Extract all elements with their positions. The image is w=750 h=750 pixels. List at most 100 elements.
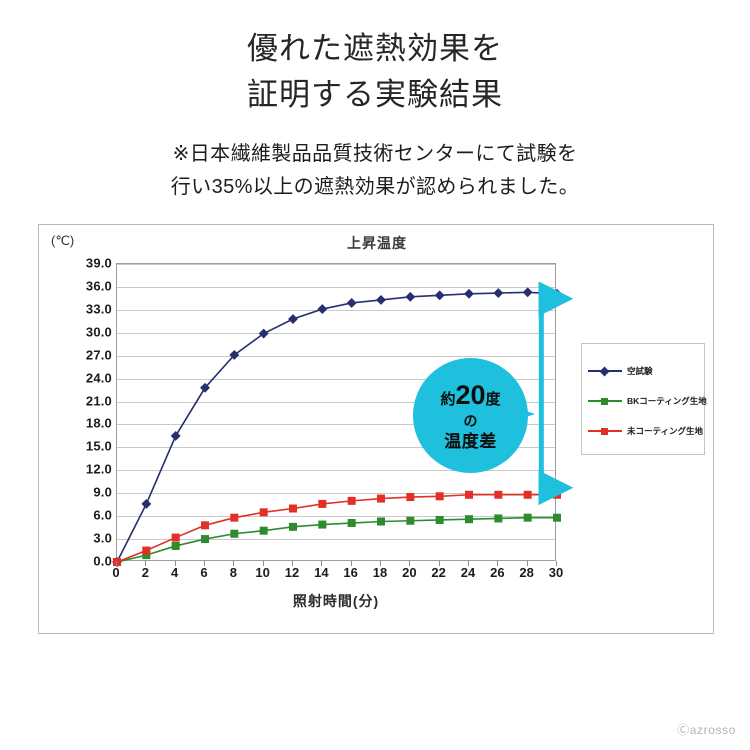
data-point-marker bbox=[552, 288, 562, 299]
x-tick bbox=[292, 561, 293, 566]
legend-label: 未コーティング生地 bbox=[627, 426, 703, 436]
series-line bbox=[116, 493, 557, 563]
data-point-marker bbox=[170, 430, 181, 441]
badge-bottom-text: 温度差 bbox=[444, 431, 497, 451]
y-axis-unit-label: (℃) bbox=[51, 233, 75, 248]
legend-swatch-icon bbox=[588, 396, 622, 406]
badge-tail bbox=[509, 405, 535, 423]
data-point-marker bbox=[201, 535, 210, 544]
y-axis-tick-labels: 0.0 3.0 6.0 9.0 12.0 15.0 18.0 21.0 24.0 27.0 30.0… bbox=[39, 256, 112, 569]
x-axis-tick-labels: 0 2 4 6 8 10 12 14 16 18 20 22 24 26 28 30 bbox=[112, 565, 563, 587]
gridlines bbox=[117, 264, 555, 560]
x-axis-ticks bbox=[116, 561, 557, 567]
data-point-marker bbox=[200, 382, 210, 393]
data-point-marker bbox=[552, 490, 561, 499]
x-tick bbox=[116, 561, 117, 566]
x-tick bbox=[204, 561, 205, 566]
y-tick-label: 24.0 bbox=[85, 370, 112, 386]
x-tick bbox=[233, 561, 235, 566]
x-tick-label: 0 bbox=[112, 565, 120, 580]
gridline bbox=[117, 539, 555, 541]
x-tick-label: 10 bbox=[255, 565, 270, 580]
y-tick-label: 15.0 bbox=[85, 438, 112, 454]
x-tick-label: 20 bbox=[402, 565, 417, 580]
x-tick-label: 2 bbox=[141, 565, 149, 580]
data-point-marker bbox=[464, 490, 473, 499]
callout-badge: 約 20 度 の 温度差 bbox=[413, 358, 535, 473]
x-tick-label: 4 bbox=[171, 565, 179, 580]
data-point-marker bbox=[288, 314, 298, 324]
data-point-marker bbox=[318, 499, 327, 508]
data-point-marker bbox=[405, 291, 416, 302]
y-tick-label: 33.0 bbox=[85, 301, 112, 317]
x-tick-label: 30 bbox=[548, 565, 564, 580]
x-axis-title: 照射時間(分) bbox=[292, 593, 380, 609]
x-tick-label: 8 bbox=[229, 565, 237, 580]
gridline bbox=[117, 332, 555, 334]
y-tick-label: 30.0 bbox=[85, 324, 112, 340]
series-line bbox=[116, 291, 558, 563]
data-point-marker bbox=[494, 490, 503, 499]
legend-swatch-icon bbox=[588, 426, 622, 436]
badge-line-1: 約 20 度 bbox=[440, 379, 501, 410]
data-point-marker bbox=[406, 493, 415, 502]
data-point-marker bbox=[552, 513, 561, 522]
chart-container: (℃) 上昇温度 0.0 3.0 6.0 9.0 12.0 15.0 18.0 21.0 24.… bbox=[38, 224, 714, 634]
x-tick bbox=[321, 561, 323, 566]
x-tick bbox=[380, 561, 381, 566]
badge-suffix: 度 bbox=[485, 390, 501, 408]
x-tick-label: 18 bbox=[372, 565, 388, 580]
y-tick-label: 0.0 bbox=[93, 553, 112, 569]
gridline bbox=[117, 401, 555, 403]
data-point-marker bbox=[464, 288, 474, 299]
data-point-marker bbox=[522, 287, 533, 298]
legend-item[interactable]: 未コーティング生地 bbox=[588, 424, 703, 438]
data-point-marker bbox=[434, 290, 445, 301]
legend-item[interactable]: BKコーティング生地 bbox=[588, 394, 707, 408]
y-tick-label: 27.0 bbox=[85, 347, 112, 363]
data-point-marker bbox=[141, 498, 152, 509]
y-tick-label: 21.0 bbox=[85, 393, 112, 409]
y-tick-label: 18.0 bbox=[85, 415, 112, 431]
chart-legend: 空試験 BKコーティング生地 未コーティング生地 bbox=[581, 343, 707, 455]
headline-line-1: 優れた遮熱効果を bbox=[247, 31, 503, 66]
badge-circle bbox=[413, 358, 528, 473]
x-tick bbox=[556, 561, 557, 566]
data-point-marker bbox=[494, 514, 503, 523]
gridline bbox=[117, 424, 555, 426]
badge-prefix: 約 bbox=[440, 390, 456, 408]
x-tick-label: 14 bbox=[314, 565, 329, 580]
gridline bbox=[117, 470, 555, 472]
data-point-marker bbox=[171, 541, 180, 550]
series-layer bbox=[112, 287, 562, 567]
watermark: Ⓒazrosso bbox=[677, 723, 736, 737]
data-point-marker bbox=[346, 298, 357, 308]
gridline bbox=[117, 355, 555, 357]
legend-item[interactable]: 空試験 bbox=[588, 364, 653, 378]
data-point-marker bbox=[288, 522, 297, 531]
x-tick-label: 12 bbox=[284, 565, 300, 580]
badge-number: 20 bbox=[455, 379, 486, 410]
gridline bbox=[117, 309, 555, 311]
y-tick-label: 3.0 bbox=[93, 530, 112, 546]
data-point-marker bbox=[113, 557, 121, 566]
data-point-marker bbox=[406, 516, 415, 525]
x-tick-label: 16 bbox=[343, 565, 358, 580]
data-point-marker bbox=[258, 328, 269, 339]
gridline bbox=[117, 516, 555, 518]
data-point-marker bbox=[347, 496, 356, 505]
x-tick-label: 28 bbox=[519, 565, 534, 580]
x-tick bbox=[497, 561, 499, 566]
gridline bbox=[117, 447, 555, 449]
data-point-marker bbox=[318, 520, 327, 529]
gridline bbox=[117, 493, 555, 495]
x-tick-label: 26 bbox=[490, 565, 505, 580]
legend-label: BKコーティング生地 bbox=[627, 396, 707, 406]
y-tick-label: 9.0 bbox=[93, 484, 112, 500]
data-point-marker bbox=[523, 513, 532, 522]
data-point-marker bbox=[230, 513, 239, 522]
legend-swatch-icon bbox=[588, 366, 622, 377]
data-point-marker bbox=[259, 526, 268, 535]
headline-line-2: 証明する実験結果 bbox=[247, 77, 503, 112]
